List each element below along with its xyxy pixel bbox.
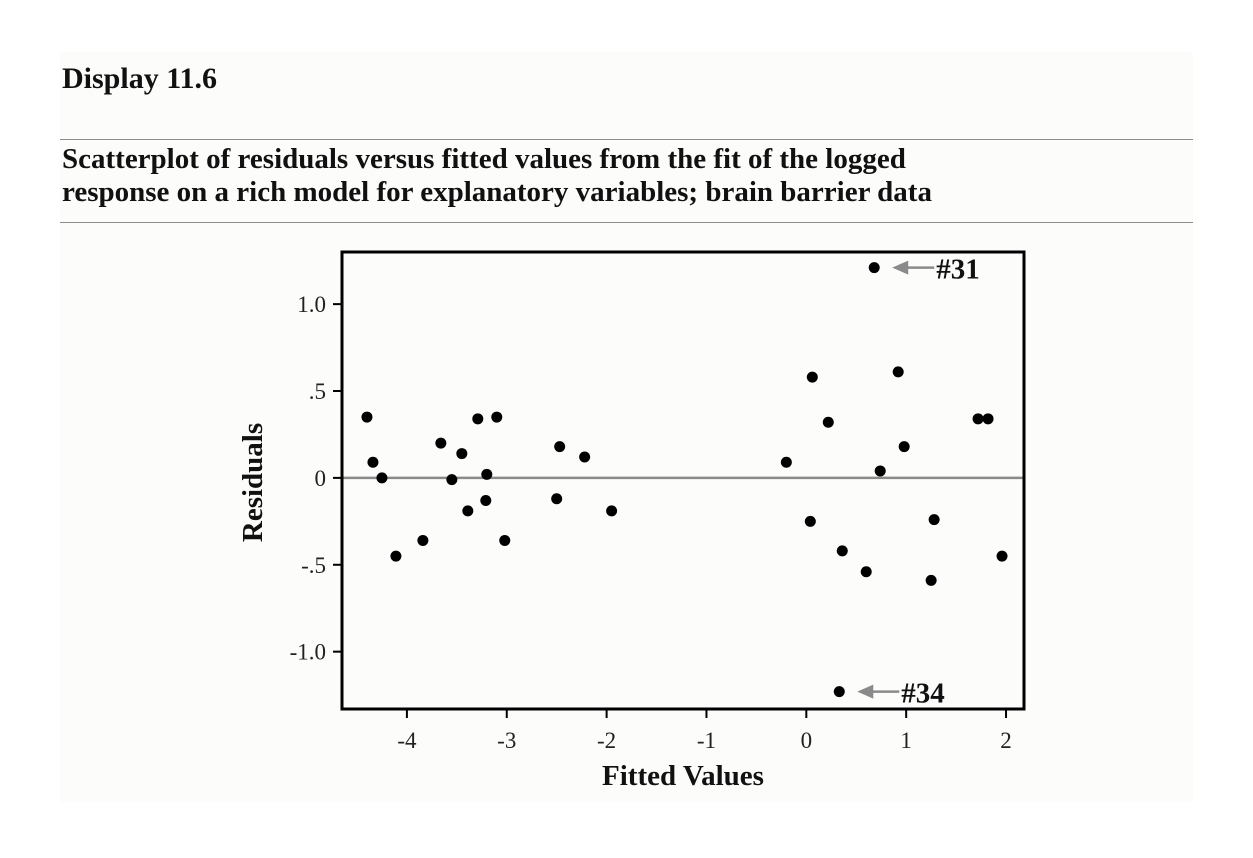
- data-point: [972, 413, 984, 425]
- data-point: [361, 411, 373, 423]
- y-tick-label: 1.0: [297, 292, 326, 317]
- x-tick-label: -2: [597, 728, 616, 753]
- x-tick-label: -3: [497, 728, 516, 753]
- figure-panel: [60, 52, 1193, 802]
- data-point: [579, 451, 591, 463]
- data-point: [780, 456, 792, 468]
- data-point: [481, 468, 493, 480]
- annotation-arrow-head: [857, 684, 874, 699]
- data-point: [376, 472, 388, 484]
- annotation-label: #34: [901, 678, 945, 710]
- data-point: [606, 505, 618, 517]
- data-point: [836, 545, 848, 557]
- y-tick-label: 0: [315, 466, 327, 491]
- data-point: [446, 474, 458, 486]
- data-point: [898, 441, 910, 453]
- caption-bottom-rule: [60, 222, 1193, 223]
- plot-frame: [340, 250, 1026, 711]
- annotations-layer: #31 #34: [857, 254, 980, 710]
- data-point: [822, 416, 834, 428]
- y-axis-label: Residuals: [237, 423, 269, 542]
- data-point: [804, 515, 816, 527]
- data-point: [860, 566, 872, 578]
- x-tick-label: 2: [1000, 728, 1012, 753]
- caption-top-rule: [60, 139, 1193, 140]
- data-point: [417, 534, 429, 546]
- data-point: [925, 574, 937, 586]
- data-point: [491, 411, 503, 423]
- display-title: Display 11.6: [62, 62, 218, 95]
- data-point: [554, 441, 566, 453]
- data-point: [367, 456, 379, 468]
- data-point: [868, 262, 880, 274]
- x-tick-label: 1: [900, 728, 912, 753]
- data-point: [390, 550, 402, 562]
- data-point: [892, 366, 904, 378]
- data-point: [996, 550, 1008, 562]
- data-point: [435, 437, 447, 449]
- x-tick-label: 0: [801, 728, 813, 753]
- data-point: [551, 493, 563, 505]
- data-point: [833, 686, 845, 698]
- data-point: [982, 413, 994, 425]
- data-point: [499, 534, 511, 546]
- y-tick-label: .5: [309, 379, 326, 404]
- y-tick-label: -.5: [301, 553, 326, 578]
- data-point: [456, 448, 468, 460]
- data-point: [480, 494, 492, 506]
- annotation-label: #31: [936, 254, 980, 286]
- data-point: [806, 371, 818, 383]
- data-point: [472, 413, 484, 425]
- x-axis-label: Fitted Values: [602, 760, 764, 792]
- x-tick-label: -4: [397, 728, 417, 753]
- y-axis: 1.0 .5 0 -.5 -1.0: [290, 292, 342, 665]
- x-axis: -4 -3 -2 -1 0 1 2: [397, 709, 1012, 753]
- data-point: [874, 465, 886, 477]
- y-tick-label: -1.0: [290, 640, 326, 665]
- annotation-arrow-head: [892, 260, 909, 275]
- caption-line-2: response on a rich model for explanatory…: [62, 176, 932, 208]
- data-point: [928, 514, 940, 526]
- data-point: [462, 505, 474, 517]
- points-layer: [361, 262, 1008, 698]
- caption-line-1: Scatterplot of residuals versus fitted v…: [62, 143, 906, 175]
- x-tick-label: -1: [697, 728, 716, 753]
- figure-caption: Scatterplot of residuals versus fitted v…: [62, 143, 1172, 209]
